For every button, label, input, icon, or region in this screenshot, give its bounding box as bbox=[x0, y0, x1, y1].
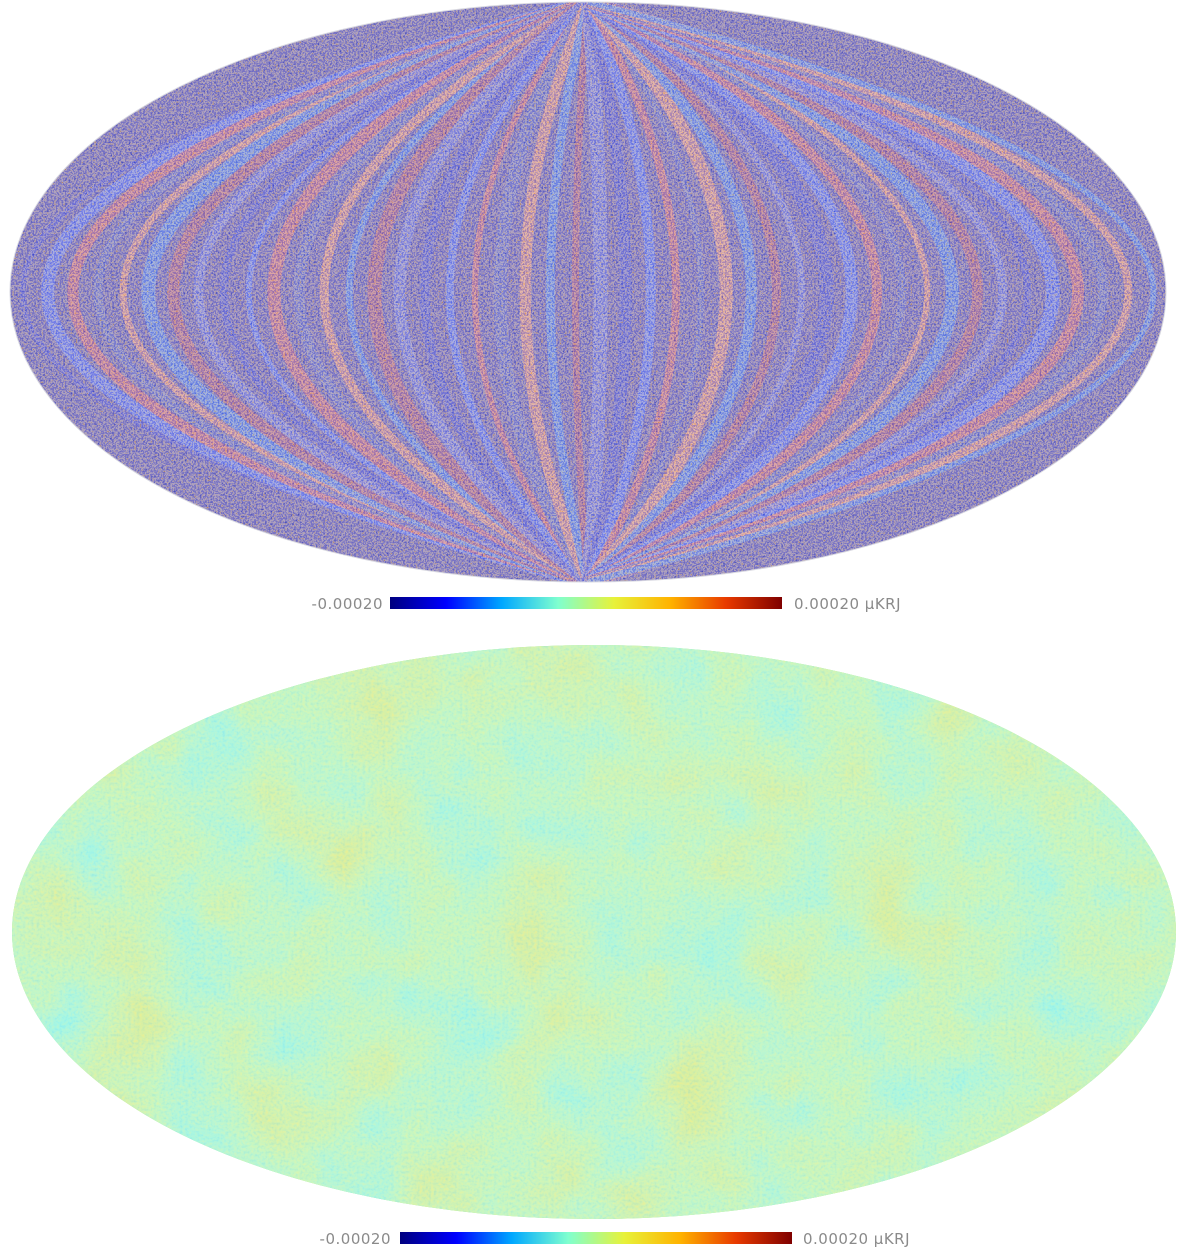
top-mollweide-map bbox=[9, 1, 1167, 583]
top-map-panel: -0.00020 0.00020 µKRJ bbox=[0, 1, 1181, 623]
bottom-colorbar: -0.00020 0.00020 µKRJ bbox=[0, 1228, 1181, 1258]
bottom-mollweide-map bbox=[12, 645, 1176, 1219]
colorbar-max-label: 0.00020 µKRJ bbox=[803, 1230, 911, 1248]
top-colorbar: -0.00020 0.00020 µKRJ bbox=[0, 593, 1181, 623]
colorbar-min-label: -0.00020 bbox=[319, 1230, 391, 1248]
colorbar-max-label: 0.00020 µKRJ bbox=[794, 595, 902, 613]
colorbar-min-label: -0.00020 bbox=[311, 595, 383, 613]
colorbar-gradient bbox=[390, 597, 782, 609]
colorbar-gradient bbox=[400, 1232, 792, 1244]
bottom-map-panel: -0.00020 0.00020 µKRJ bbox=[0, 640, 1181, 1256]
